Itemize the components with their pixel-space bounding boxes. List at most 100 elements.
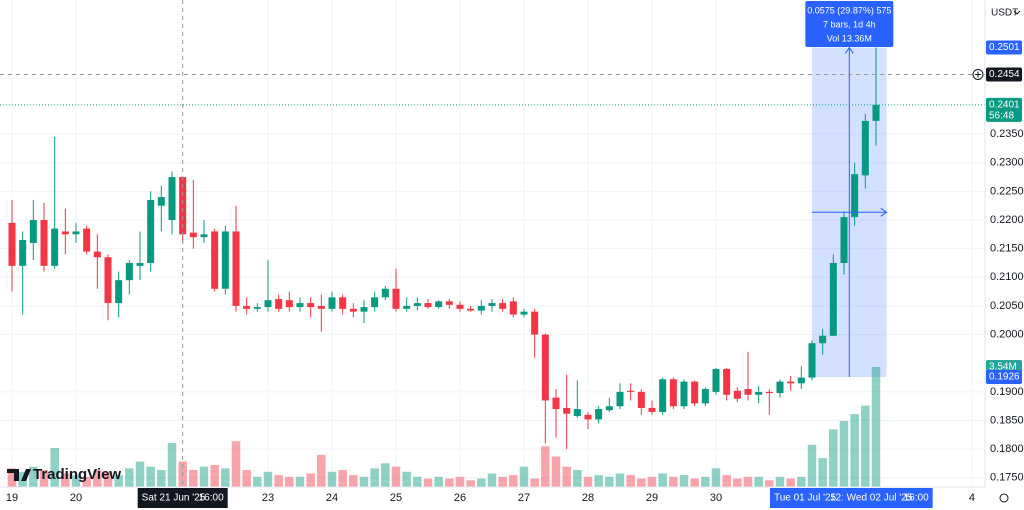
candle-body (136, 262, 144, 266)
volume-bar (541, 446, 550, 487)
x-tick-label: 23 (262, 492, 274, 504)
candle-body (328, 297, 336, 309)
candle-body (125, 262, 133, 281)
candle-body (317, 305, 325, 309)
measure-arrowhead (844, 46, 854, 54)
candle-body (200, 234, 208, 238)
volume-label: 3.54M (989, 362, 1017, 373)
volume-bar (39, 470, 49, 487)
candle-body (435, 301, 443, 308)
candle-body (360, 307, 368, 312)
candle-body (595, 409, 603, 420)
volume-bar (285, 476, 294, 487)
candle-body (712, 368, 720, 392)
volume-bar (274, 475, 283, 487)
measure-tooltip (805, 1, 894, 47)
candle-body (787, 381, 795, 384)
candle-body (691, 381, 699, 404)
measure-end-date: Wed 02 Jul '25 (847, 493, 913, 504)
crosshair-time-bg (137, 488, 228, 508)
volume-bar (839, 420, 849, 487)
x-tick-label: 24 (326, 492, 338, 504)
measure-end-time: 16:00 (904, 493, 929, 504)
candle-body (616, 391, 624, 407)
time-axis (0, 487, 1024, 510)
candle-body (701, 389, 709, 404)
volume-bar (189, 470, 198, 487)
currency-chevron (1013, 10, 1021, 15)
volume-bar (722, 475, 731, 487)
x-tick-label: 19 (6, 492, 18, 504)
price-label: 0.2501 (989, 42, 1020, 53)
candle-body (861, 120, 869, 176)
measure-start-date: Tue 01 Jul '25 (774, 493, 837, 504)
candle-body (104, 257, 112, 304)
x-tick-label: 30 (710, 492, 722, 504)
volume-bar (295, 476, 305, 487)
volume-bar (850, 414, 859, 487)
candle-body (168, 177, 176, 221)
candle-body (424, 303, 432, 308)
volume-bar (82, 476, 91, 487)
volume-bar (594, 475, 603, 487)
volume-bar (199, 466, 209, 487)
candle-body (584, 414, 592, 420)
volume-bar (231, 441, 241, 487)
y-tick-label: 0.1850 (990, 414, 1024, 426)
volume-bar (253, 476, 262, 487)
candle-body (392, 288, 400, 309)
logo-icon (7, 469, 31, 481)
volume-bar (359, 476, 369, 487)
candle-body (488, 303, 496, 306)
candle-body (349, 308, 357, 312)
volume-bar (125, 468, 134, 487)
volume-bar (146, 466, 155, 487)
candle-body (211, 231, 219, 289)
measure-text: 7 bars, 1d 4h (823, 19, 876, 29)
volume-bar (754, 476, 763, 487)
candle-body (93, 251, 101, 258)
x-tick-label: 26 (454, 492, 466, 504)
candle-body (189, 232, 197, 238)
candle-body (520, 311, 528, 315)
y-tick-label: 0.2350 (990, 128, 1024, 140)
price-label-bg (986, 67, 1022, 82)
crosshair-time: 16:00 (199, 493, 224, 504)
volume-bar (381, 463, 390, 487)
volume-bar (829, 429, 838, 487)
logo-text: TradingView (33, 466, 121, 483)
volume-bar (679, 475, 689, 487)
x-tick-label: 20 (70, 492, 82, 504)
volume-bar (29, 466, 38, 487)
volume-bar (221, 468, 230, 487)
measure-text: 0.0575 (29.87%) 575 (807, 5, 891, 15)
volume-bar (103, 471, 113, 487)
candle-body (40, 220, 48, 266)
crosshair-add-plus (975, 71, 981, 78)
volume-bar (519, 466, 529, 487)
volume-bar (402, 471, 411, 487)
volume-bar (487, 473, 497, 487)
x-tick-label: 29 (646, 492, 658, 504)
volume-bar (530, 478, 539, 487)
candle-body (371, 297, 379, 308)
measure-text: Vol 13.36M (827, 33, 872, 43)
volume-bar (477, 478, 486, 487)
volume-bar (210, 464, 219, 487)
volume-bar (242, 470, 251, 487)
volume-bar (637, 478, 646, 487)
volume-bar (434, 476, 443, 487)
candle-body (403, 305, 411, 309)
price-label: 0.2454 (989, 69, 1020, 80)
volume-bar (71, 475, 81, 487)
volume-bar (605, 476, 614, 487)
volume-bar (562, 466, 571, 487)
candle-body (413, 303, 421, 306)
candle-body (157, 197, 165, 206)
candle-body (648, 407, 656, 412)
candle-body (456, 304, 464, 309)
x-tick-label: 25 (390, 492, 402, 504)
volume-bar (583, 476, 593, 487)
